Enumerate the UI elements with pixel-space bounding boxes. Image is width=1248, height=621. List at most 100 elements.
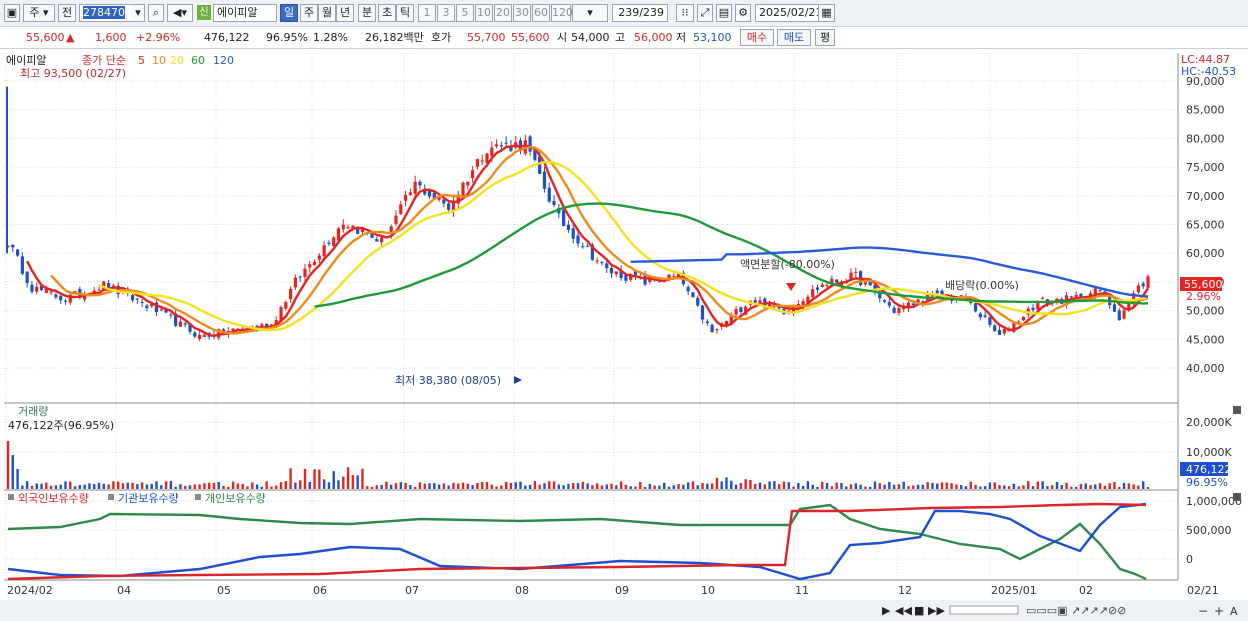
- date-field[interactable]: 2025/02/21: [755, 4, 835, 22]
- preset-20-button[interactable]: 20: [494, 4, 512, 22]
- interval-4-button[interactable]: 분: [358, 4, 376, 22]
- new-badge: 신: [197, 5, 211, 20]
- period-type-select[interactable]: 주 ▾: [23, 4, 55, 22]
- fast-forward-icon[interactable]: ▶▶: [928, 604, 945, 617]
- search-icon[interactable]: ⌕: [148, 4, 164, 22]
- volume-bar: [485, 482, 489, 489]
- preset-dropdown[interactable]: ▾: [572, 4, 608, 22]
- candle-body: [140, 302, 144, 304]
- volume-bar: [217, 481, 220, 489]
- interval-2-button[interactable]: 월: [318, 4, 336, 22]
- ma-60-legend: 60: [191, 54, 205, 67]
- candle-body: [130, 295, 135, 301]
- tool-icons[interactable]: ▭▭▭▣ ↗↗↗↗⊘⊘: [1026, 604, 1126, 617]
- zoom-in-icon[interactable]: +: [1214, 604, 1224, 618]
- volume-bar: [830, 486, 834, 489]
- volume-bar: [710, 483, 714, 489]
- interval-6-button[interactable]: 틱: [396, 4, 414, 22]
- interval-1-button[interactable]: 주: [300, 4, 318, 22]
- chart-menu-icon[interactable]: ▣: [4, 4, 20, 22]
- holdings-y-tick: 1,000,000: [1186, 495, 1242, 508]
- last-price-value: 55,600: [1184, 278, 1223, 291]
- volume-bar: [758, 482, 762, 489]
- preset-30-button[interactable]: 30: [513, 4, 531, 22]
- volume-bar: [797, 483, 800, 489]
- candle-body: [691, 292, 695, 297]
- font-size-icon[interactable]: A: [1230, 605, 1238, 618]
- lc-label: LC:44.87: [1181, 53, 1230, 66]
- avg-button[interactable]: 평: [815, 29, 835, 46]
- volume-bar: [481, 481, 484, 489]
- data-count-field[interactable]: 239/239: [612, 4, 668, 22]
- candle-body: [700, 305, 705, 320]
- speaker-icon[interactable]: ◀▾: [167, 4, 193, 22]
- candle-body: [820, 284, 824, 287]
- candle-body: [724, 321, 729, 325]
- buy-button[interactable]: 매수: [740, 29, 774, 46]
- candle-body: [289, 288, 293, 300]
- preset-1-button[interactable]: 1: [418, 4, 436, 22]
- volume-bar: [595, 483, 599, 489]
- volume-y-tick: 10,000K: [1186, 446, 1232, 459]
- candle-body: [174, 313, 178, 326]
- volume-bar: [145, 484, 149, 489]
- volume-bar: [552, 481, 556, 489]
- panel-legends: 에이피알 종가 단순 5 10 20 60 120 외국인보유수량 기관보유수량 개인보유수량: [6, 53, 266, 505]
- candle-body: [657, 281, 662, 283]
- stop-icon[interactable]: ■: [914, 604, 924, 617]
- preset-120-button[interactable]: 120: [551, 4, 573, 22]
- candle-body: [1002, 329, 1006, 334]
- x-axis-tick: 04: [117, 584, 131, 597]
- volume-bar: [1065, 482, 1068, 489]
- volume-bar: [270, 486, 273, 489]
- scroll-right-icon[interactable]: ▶: [882, 604, 891, 617]
- interval-3-button[interactable]: 년: [336, 4, 354, 22]
- volume-bar: [227, 486, 230, 489]
- prev-button[interactable]: 전: [58, 4, 76, 22]
- stock-name-legend: 에이피알: [6, 53, 46, 67]
- grid-icon[interactable]: ⁝⁝: [676, 4, 694, 22]
- candle-body: [705, 321, 709, 324]
- interval-5-button[interactable]: 초: [378, 4, 396, 22]
- bid-price: 55,600: [511, 31, 550, 44]
- preset-60-button[interactable]: 60: [532, 4, 550, 22]
- volume-bar: [1046, 486, 1049, 489]
- volume-bar: [548, 481, 551, 489]
- volume-bar: [868, 486, 872, 489]
- volume-bar: [97, 482, 101, 489]
- volume-bar: [878, 483, 881, 489]
- candle-body: [380, 237, 384, 243]
- stock-chart[interactable]: 90,000 85,000 80,000 75,000 70,000 65,000 60,0…: [0, 49, 1248, 621]
- preset-3-button[interactable]: 3: [437, 4, 455, 22]
- volume-bar: [643, 486, 647, 489]
- stock-code-input[interactable]: 278470: [79, 4, 145, 22]
- candle-body: [1021, 316, 1026, 321]
- candle-body: [815, 287, 820, 290]
- preset-5-button[interactable]: 5: [456, 4, 474, 22]
- volume-bar: [739, 482, 743, 489]
- holdings-panel-close-icon[interactable]: [1233, 493, 1241, 501]
- zoom-icon[interactable]: ⤢: [697, 4, 713, 22]
- candle-body: [614, 271, 618, 275]
- rewind-icon[interactable]: ◀◀: [895, 604, 912, 617]
- stock-code-dropdown[interactable]: ▾: [132, 4, 145, 22]
- interval-0-button[interactable]: 일: [280, 4, 298, 22]
- volume-bar: [696, 485, 699, 489]
- volume-panel-close-icon[interactable]: [1233, 406, 1241, 414]
- stock-name-field[interactable]: 에이피알: [213, 4, 277, 22]
- candle-body: [538, 156, 542, 174]
- price-y-tick: 80,000: [1186, 132, 1225, 145]
- candle-body: [959, 295, 963, 297]
- calendar-icon[interactable]: ▦: [818, 4, 835, 22]
- preset-10-button[interactable]: 10: [475, 4, 493, 22]
- trade-amount: 26,182백만: [365, 31, 424, 44]
- scroll-slider[interactable]: [949, 605, 1019, 615]
- volume-bar: [136, 484, 139, 489]
- volume-bar: [883, 484, 886, 489]
- sell-button[interactable]: 매도: [777, 29, 811, 46]
- save-icon[interactable]: ▤: [716, 4, 732, 22]
- price-change: 1,600: [95, 31, 127, 44]
- zoom-out-icon[interactable]: −: [1198, 604, 1208, 618]
- gear-icon[interactable]: ⚙: [735, 4, 751, 22]
- last-price-pct: 2.96%: [1186, 290, 1221, 303]
